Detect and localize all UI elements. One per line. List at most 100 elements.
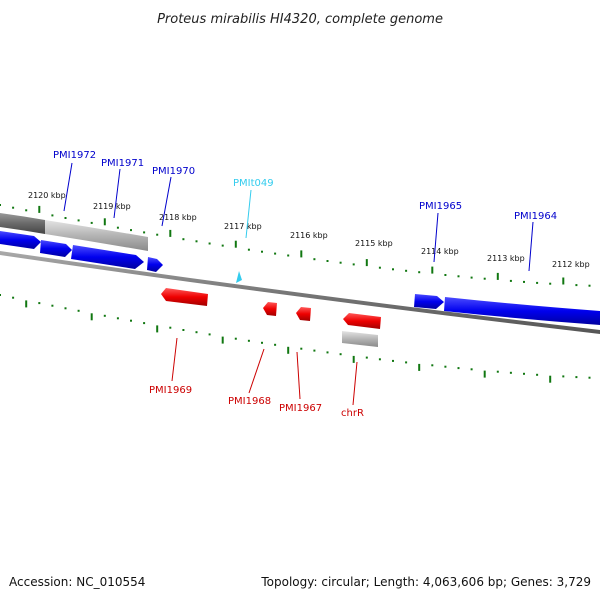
scale-minor-tick — [562, 375, 565, 378]
label-PMIt049[interactable]: PMIt049 — [233, 178, 274, 189]
inner-scale-track — [0, 294, 591, 383]
accession-text: Accession: NC_010554 — [9, 575, 145, 589]
scale-minor-tick — [313, 258, 316, 261]
gene-PMI1971[interactable] — [40, 240, 72, 257]
scale-major-tick — [431, 266, 434, 274]
leader-PMI1972 — [63, 162, 73, 212]
scale-major-tick — [549, 375, 552, 383]
leader-PMI1969 — [171, 337, 178, 382]
scale-minor-tick — [496, 370, 499, 373]
scale-minor-tick — [0, 204, 1, 206]
label-PMI1969[interactable]: PMI1969 — [149, 385, 192, 396]
gene-PMI1972[interactable] — [0, 231, 41, 249]
scale-minor-tick — [588, 284, 591, 287]
label-PMI1971[interactable]: PMI1971 — [101, 158, 144, 169]
scale-minor-tick — [365, 356, 368, 359]
scale-major-tick — [221, 336, 224, 344]
scale-minor-tick — [221, 244, 224, 247]
leader-PMI1970 — [161, 176, 172, 227]
scale-minor-tick — [169, 326, 172, 329]
leader-chrR — [352, 361, 358, 406]
scale-minor-tick — [575, 376, 578, 379]
scale-minor-tick — [523, 372, 525, 375]
leader-PMI1967 — [296, 351, 301, 400]
scale-minor-tick — [431, 364, 434, 367]
gene-PMI1967[interactable] — [296, 307, 311, 321]
scale-minor-tick — [12, 206, 15, 209]
gene-PMI1970[interactable] — [71, 245, 144, 269]
scale-minor-tick — [509, 279, 512, 282]
label-PMI1967[interactable]: PMI1967 — [279, 403, 322, 414]
scale-minor-tick — [143, 322, 146, 325]
scale-minor-tick — [588, 376, 591, 379]
scale-minor-tick — [326, 260, 329, 262]
tick-label-2116: 2116 kbp — [290, 231, 328, 240]
label-PMI1964[interactable]: PMI1964 — [514, 211, 557, 222]
gene-PMI1965[interactable] — [414, 294, 444, 309]
scale-minor-tick — [483, 277, 486, 280]
scale-minor-tick — [208, 333, 211, 336]
outer-scale-track — [0, 204, 591, 287]
label-chrR[interactable]: chrR — [341, 408, 364, 419]
scale-minor-tick — [77, 219, 80, 222]
scale-major-tick — [300, 250, 303, 258]
scale-minor-tick — [130, 229, 132, 232]
gene-chrR[interactable] — [343, 313, 381, 329]
genome-backbone — [0, 251, 600, 334]
scale-minor-tick — [549, 282, 552, 285]
scale-major-tick — [38, 205, 41, 213]
tick-label-2113: 2113 kbp — [487, 254, 525, 263]
gene-PMI1969[interactable] — [161, 288, 208, 306]
scale-minor-tick — [274, 252, 277, 255]
label-PMI1970[interactable]: PMI1970 — [152, 166, 195, 177]
scale-minor-tick — [64, 217, 67, 219]
scale-minor-tick — [339, 353, 342, 356]
scale-minor-tick — [536, 373, 539, 376]
scale-minor-tick — [457, 275, 460, 278]
scale-minor-tick — [457, 367, 460, 370]
scale-minor-tick — [470, 368, 473, 371]
map-title: Proteus mirabilis HI4320, complete genom… — [157, 12, 443, 27]
scale-minor-tick — [130, 319, 132, 322]
feature-bar-chrR — [342, 331, 378, 347]
scale-minor-tick — [536, 281, 539, 284]
gene-labels: PMI1972 PMI1971 PMI1970 PMIt049 PMI1965 … — [53, 150, 557, 419]
scale-minor-tick — [444, 365, 447, 368]
scale-minor-tick — [182, 329, 185, 331]
genome-summary-text: Topology: circular; Length: 4,063,606 bp… — [260, 575, 591, 589]
label-PMI1972[interactable]: PMI1972 — [53, 150, 96, 161]
scale-minor-tick — [352, 263, 355, 266]
label-PMI1965[interactable]: PMI1965 — [419, 201, 462, 212]
scale-major-tick — [156, 325, 159, 333]
scale-minor-tick — [77, 309, 80, 312]
scale-minor-tick — [182, 238, 185, 241]
scale-major-tick — [287, 346, 290, 354]
scale-minor-tick — [195, 331, 198, 334]
scale-minor-tick — [444, 274, 447, 276]
tick-label-2114: 2114 kbp — [421, 247, 459, 256]
scale-minor-tick — [523, 280, 525, 283]
gene-PMI1970b[interactable] — [147, 257, 163, 272]
label-PMI1968[interactable]: PMI1968 — [228, 396, 271, 407]
tick-label-2118: 2118 kbp — [159, 213, 197, 222]
trna-PMIt049[interactable] — [236, 271, 242, 283]
scale-minor-tick — [378, 266, 381, 269]
tick-label-2117: 2117 kbp — [224, 222, 262, 231]
gene-PMI1968[interactable] — [263, 302, 277, 316]
scale-minor-tick — [392, 268, 394, 271]
scale-major-tick — [365, 259, 368, 267]
scale-minor-tick — [392, 359, 394, 362]
tick-label-2119: 2119 kbp — [93, 202, 131, 211]
gene-PMI1964[interactable] — [444, 297, 600, 325]
scale-minor-tick — [470, 276, 473, 279]
scale-minor-tick — [90, 221, 93, 224]
leader-PMI1971 — [113, 168, 121, 219]
scale-minor-tick — [247, 339, 250, 342]
tick-label-2112: 2112 kbp — [552, 260, 590, 269]
scale-minor-tick — [234, 337, 237, 340]
leader-PMI1968 — [248, 348, 265, 394]
tick-labels: 2120 kbp 2119 kbp 2118 kbp 2117 kbp 2116… — [28, 191, 590, 269]
scale-major-tick — [562, 277, 565, 285]
scale-minor-tick — [575, 284, 578, 287]
